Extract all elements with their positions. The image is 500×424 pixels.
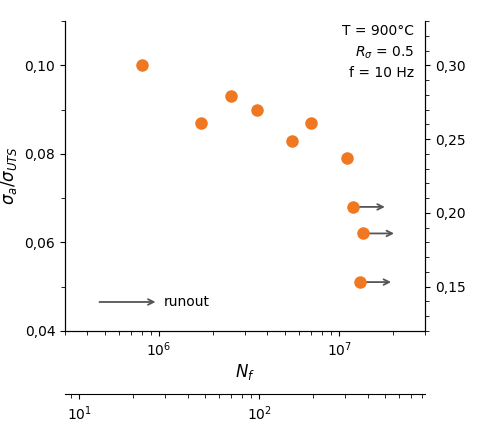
Point [342, 155, 350, 162]
Point [138, 62, 145, 69]
Point [350, 204, 358, 210]
Point [288, 137, 296, 144]
Point [358, 230, 366, 237]
Point [226, 93, 234, 100]
Point [356, 279, 364, 285]
X-axis label: $N_f$: $N_f$ [235, 362, 255, 382]
Text: runout: runout [164, 295, 210, 309]
Point [307, 120, 315, 126]
Y-axis label: $\sigma_a/\sigma_{UTS}$: $\sigma_a/\sigma_{UTS}$ [0, 146, 19, 206]
Point [253, 106, 261, 113]
Text: T = 900°C
$R_\sigma$ = 0.5
f = 10 Hz: T = 900°C $R_\sigma$ = 0.5 f = 10 Hz [342, 24, 414, 80]
Point [196, 120, 204, 126]
